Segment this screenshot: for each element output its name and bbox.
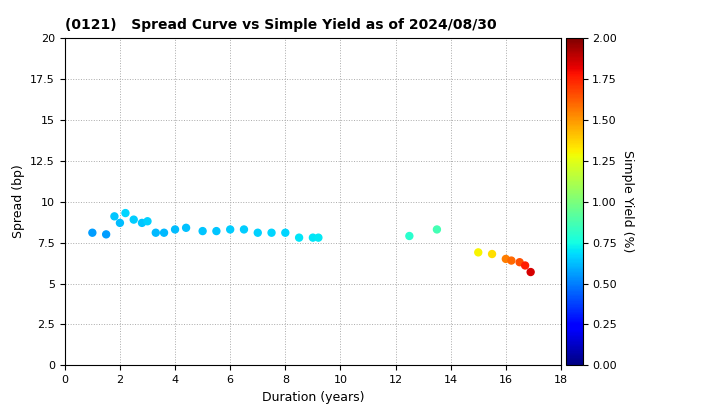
- Point: [100, 231, 112, 238]
- Point: [472, 249, 484, 256]
- Point: [86, 229, 98, 236]
- Point: [279, 229, 291, 236]
- Point: [142, 218, 153, 225]
- Point: [197, 228, 208, 234]
- Point: [312, 234, 324, 241]
- Point: [252, 229, 264, 236]
- Point: [293, 234, 305, 241]
- Point: [505, 257, 517, 264]
- Point: [211, 228, 222, 234]
- Point: [158, 229, 170, 236]
- Point: [500, 255, 512, 262]
- Point: [180, 224, 192, 231]
- Point: [266, 229, 277, 236]
- Point: [169, 226, 181, 233]
- Point: [404, 233, 415, 239]
- Point: [307, 234, 319, 241]
- Point: [136, 220, 148, 226]
- Text: (0121)   Spread Curve vs Simple Yield as of 2024/08/30: (0121) Spread Curve vs Simple Yield as o…: [65, 18, 496, 32]
- X-axis label: Duration (years): Duration (years): [261, 391, 364, 404]
- Point: [128, 216, 140, 223]
- Point: [150, 229, 161, 236]
- Point: [486, 251, 498, 257]
- Point: [238, 226, 250, 233]
- Point: [514, 259, 526, 265]
- Point: [114, 220, 126, 226]
- Point: [519, 262, 531, 269]
- Point: [225, 226, 236, 233]
- Point: [109, 213, 120, 220]
- Point: [431, 226, 443, 233]
- Y-axis label: Simple Yield (%): Simple Yield (%): [621, 150, 634, 253]
- Y-axis label: Spread (bp): Spread (bp): [12, 165, 24, 239]
- Point: [525, 269, 536, 276]
- Point: [120, 210, 131, 216]
